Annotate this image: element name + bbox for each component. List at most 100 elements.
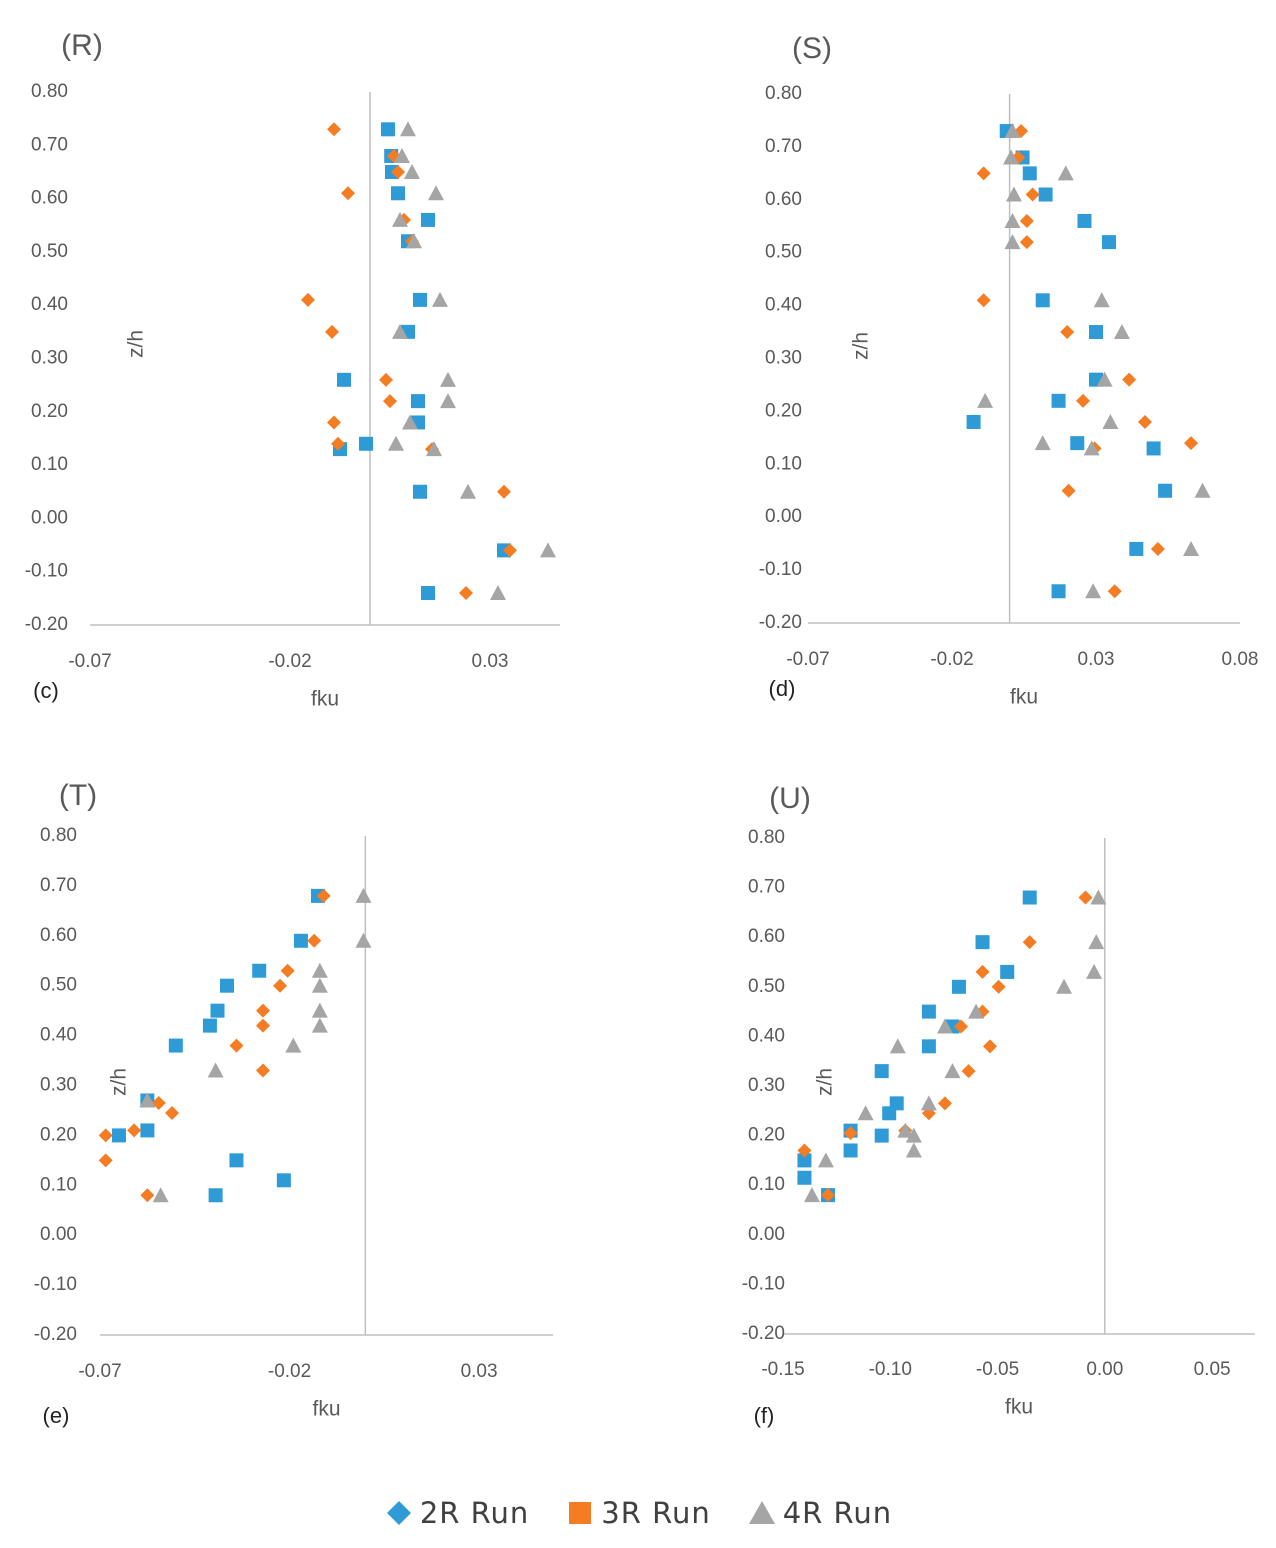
y-tick-label: -0.10 (34, 1274, 77, 1295)
legend-item-4r: 4R Run (747, 1496, 892, 1530)
y-tick-label: 0.00 (31, 507, 68, 528)
data-point-triangle (1056, 978, 1073, 994)
data-point-square (797, 1153, 812, 1168)
data-point-triangle (968, 1003, 985, 1019)
data-point-triangle (428, 185, 444, 201)
data-point-triangle (311, 962, 328, 978)
y-tick-label: 0.30 (748, 1075, 785, 1096)
data-point-diamond (797, 1143, 812, 1158)
y-tick-label: 0.80 (765, 83, 802, 104)
data-point-square (140, 1123, 155, 1138)
data-point-diamond (1076, 393, 1091, 408)
data-point-triangle (394, 147, 410, 163)
data-point-square (359, 436, 373, 451)
triangle-icon (748, 1501, 775, 1524)
y-tick-label: 0.30 (40, 1075, 77, 1096)
data-point-triangle (1083, 440, 1100, 456)
data-point-triangle (440, 393, 456, 409)
data-point-diamond (1184, 436, 1199, 451)
data-point-triangle (803, 1187, 820, 1203)
data-point-square (168, 1038, 183, 1053)
y-tick-label: 0.40 (40, 1025, 77, 1046)
y-tick-label: 0.30 (31, 348, 68, 369)
chart-title: (U) (769, 782, 811, 815)
data-point-diamond (127, 1123, 142, 1138)
y-tick-label: 0.60 (765, 189, 802, 210)
data-point-square (411, 394, 425, 409)
data-point-triangle (490, 585, 506, 601)
data-point-triangle (432, 291, 448, 307)
data-point-square (921, 1004, 936, 1019)
data-point-diamond (327, 415, 341, 430)
data-point-triangle (388, 435, 404, 451)
data-point-triangle (905, 1127, 922, 1143)
data-point-square (1038, 187, 1053, 202)
data-point-square (1089, 325, 1103, 340)
y-tick-label: 0.00 (748, 1224, 785, 1245)
x-axis-title: fku (312, 1398, 340, 1421)
data-point-square (111, 1128, 126, 1143)
x-tick-label: -0.07 (68, 651, 111, 672)
chart-title: (T) (59, 779, 97, 812)
y-tick-label: 0.20 (31, 401, 68, 422)
data-point-diamond (1060, 325, 1075, 340)
data-point-triangle (404, 163, 420, 179)
y-tick-label: 0.10 (748, 1174, 785, 1195)
data-point-diamond (341, 186, 355, 201)
data-point-square (1022, 166, 1037, 181)
data-point-square (219, 978, 234, 993)
y-tick-label: 0.20 (40, 1124, 77, 1145)
y-tick-label: 0.40 (748, 1025, 785, 1046)
y-tick-label: 0.60 (31, 188, 68, 209)
data-point-diamond (1061, 483, 1076, 498)
x-tick-label: -0.07 (786, 649, 829, 670)
data-point-triangle (1004, 212, 1021, 228)
data-point-diamond (273, 978, 288, 993)
data-point-diamond (1025, 187, 1040, 202)
data-point-diamond (1078, 890, 1093, 905)
data-point-square (210, 1003, 225, 1018)
data-point-diamond (961, 1064, 976, 1079)
y-tick-label: 0.80 (31, 81, 68, 102)
data-point-triangle (400, 121, 416, 137)
data-point-square (1158, 483, 1173, 498)
data-point-square (921, 1039, 936, 1054)
data-point-triangle (1005, 186, 1022, 202)
data-point-diamond (325, 324, 339, 339)
data-point-triangle (392, 211, 408, 227)
data-point-triangle (1004, 234, 1021, 250)
data-point-diamond (379, 372, 393, 387)
x-tick-label: -0.02 (268, 651, 311, 672)
data-point-triangle (920, 1095, 937, 1111)
data-point-square (1077, 213, 1092, 228)
panel-label: (d) (769, 676, 796, 701)
y-tick-label: 0.50 (31, 241, 68, 262)
data-point-diamond (497, 484, 511, 499)
data-point-diamond (954, 1019, 969, 1034)
y-tick-label: 0.40 (31, 294, 68, 315)
y-tick-label: 0.00 (40, 1224, 77, 1245)
data-point-diamond (140, 1188, 155, 1203)
data-point-square (1051, 393, 1066, 408)
x-tick-label: -0.07 (78, 1361, 121, 1382)
y-tick-label: -0.10 (759, 559, 802, 580)
x-tick-label: -0.05 (976, 1359, 1019, 1380)
data-point-diamond (983, 1039, 998, 1054)
x-tick-label: -0.02 (268, 1361, 311, 1382)
data-point-triangle (355, 887, 372, 903)
data-point-diamond (459, 586, 473, 601)
data-point-diamond (391, 164, 405, 179)
data-point-square (874, 1064, 889, 1079)
data-point-triangle (392, 323, 408, 339)
data-point-triangle (426, 441, 442, 457)
data-point-triangle (1088, 934, 1105, 950)
data-point-triangle (1090, 889, 1107, 905)
x-axis-title: fku (1010, 686, 1038, 709)
data-point-diamond (256, 1018, 271, 1033)
y-axis-title: z/h (125, 330, 148, 358)
y-tick-label: -0.10 (742, 1273, 785, 1294)
y-tick-label: 0.60 (748, 926, 785, 947)
data-point-diamond (256, 1063, 271, 1078)
data-point-diamond (98, 1128, 113, 1143)
